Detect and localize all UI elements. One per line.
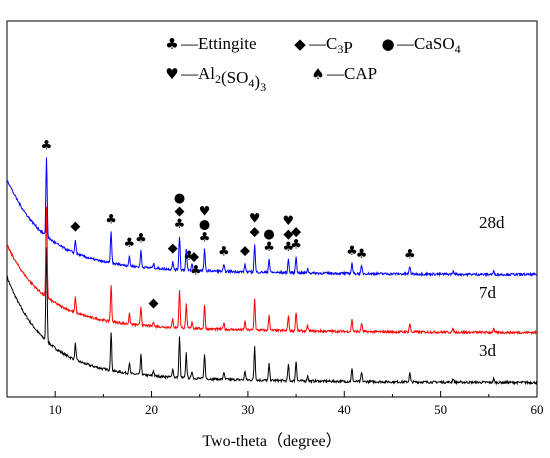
series-group [6,157,538,386]
legend: ♣ —Ettingite ◆ —C3P ● —CaSO4 ♥ —Al2(SO4)3 ♠ —CAP [165,34,460,94]
peak-marker: ♥ [199,205,211,220]
legend-label: —C3P [308,34,353,57]
legend-label: —CAP [326,64,377,83]
x-axis: 10 20 30 40 50 60 [6,391,544,417]
peak-marker: ◆ [148,296,158,311]
legend-entry-circle: ● —CaSO4 [381,34,460,56]
legend-label: —Ettingite [180,34,257,53]
peak-annotations: ♣◆ ♣♣ ♣◆♣◆●♣◆♣♣●♥♣ ◆◆♥♣●♣◆♥♣◆♣♣ ♣◆ [41,139,416,312]
peak-marker: ♣ [290,237,302,252]
legend-entry-club: ♣ —Ettingite [165,34,256,53]
peak-marker: ♣ [105,213,117,228]
club-icon: ♣ [165,35,178,53]
peak-marker: ◆ [250,225,260,240]
peak-marker: ◆ [189,249,199,264]
series-line-28d [6,157,537,278]
peak-marker: ♣ [404,247,416,262]
plot-frame [6,20,538,398]
peak-marker: ♣ [356,247,368,262]
x-tick-label: 50 [434,402,447,417]
curve-label-28d: 28d [479,213,505,232]
peak-marker: ● [263,227,274,242]
x-tick-label: 10 [49,402,62,417]
peak-marker: ♣ [183,249,195,264]
curve-label-3d: 3d [479,341,497,360]
peak-marker: ● [174,191,185,206]
curve-labels: 3d 7d 28d [479,213,505,360]
peak-marker: ◆ [283,227,293,242]
circle-icon: ● [381,35,394,53]
peak-marker: ● [199,218,210,233]
legend-entry-heart: ♥ —Al2(SO4)3 [165,64,266,94]
peak-marker: ◆ [70,219,80,234]
peak-marker: ♣ [283,240,295,255]
peak-marker: ♣ [135,232,147,247]
series-line-7d [7,206,538,336]
peak-marker: ♣ [199,231,211,246]
peak-marker: ◆ [240,243,250,258]
peak-marker: ♣ [218,244,230,259]
legend-label: —Al2(SO4)3 [180,64,266,94]
series-line-3d [6,247,538,386]
peak-marker: ♣ [174,217,186,232]
curve-label-7d: 7d [479,283,497,302]
peak-marker: ♣ [41,139,53,154]
peak-marker: ♣ [263,240,275,255]
peak-marker: ◆ [291,224,301,239]
x-tick-label: 40 [338,402,351,417]
legend-label: —CaSO4 [396,34,461,56]
heart-icon: ♥ [165,65,178,83]
legend-entry-diamond: ◆ —C3P [294,34,353,57]
x-tick-label: 60 [531,402,544,417]
peak-marker: ♥ [249,212,261,227]
peak-marker: ♥ [283,214,295,229]
legend-entry-spade: ♠ —CAP [311,64,377,83]
peak-marker: ♣ [346,244,358,259]
peak-marker: ♣ [124,236,136,251]
spade-icon: ♠ [311,65,324,83]
x-tick-label: 20 [145,402,158,417]
x-axis-title: Two-theta（degree） [202,432,341,450]
diamond-icon: ◆ [294,35,306,53]
peak-marker: ◆ [174,204,184,219]
peak-marker: ◆ [168,241,178,256]
x-tick-label: 30 [241,402,254,417]
peak-marker: ♣ [190,263,202,278]
